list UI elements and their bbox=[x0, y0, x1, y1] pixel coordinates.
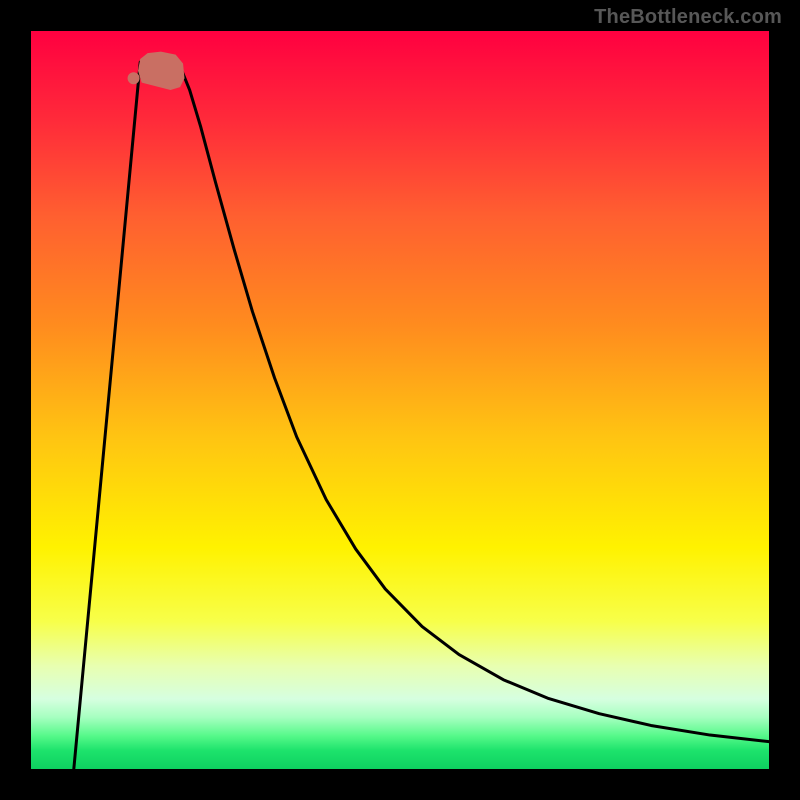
marker-dot bbox=[128, 72, 140, 84]
chart-plot-area bbox=[31, 31, 769, 769]
canvas: TheBottleneck.com bbox=[0, 0, 800, 800]
chart-background-gradient bbox=[31, 31, 769, 769]
watermark-text: TheBottleneck.com bbox=[594, 6, 782, 29]
chart-svg bbox=[31, 31, 769, 769]
